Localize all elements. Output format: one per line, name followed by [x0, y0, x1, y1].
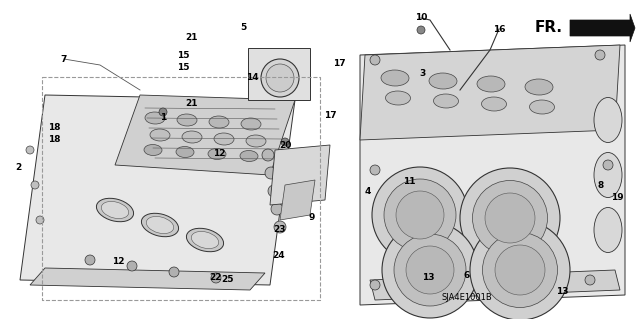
Text: 12: 12	[212, 149, 225, 158]
Circle shape	[169, 267, 179, 277]
Ellipse shape	[186, 228, 223, 252]
Polygon shape	[270, 145, 330, 205]
Circle shape	[211, 273, 221, 283]
Ellipse shape	[594, 152, 622, 197]
Ellipse shape	[261, 59, 299, 97]
Text: 22: 22	[209, 272, 221, 281]
Ellipse shape	[481, 97, 506, 111]
Circle shape	[281, 138, 289, 146]
Polygon shape	[20, 95, 295, 285]
Text: 5: 5	[240, 24, 246, 33]
Ellipse shape	[144, 145, 162, 155]
Ellipse shape	[182, 131, 202, 143]
Polygon shape	[570, 14, 635, 42]
Text: 13: 13	[556, 286, 568, 295]
Text: 18: 18	[48, 135, 60, 144]
Circle shape	[262, 149, 274, 161]
Text: FR.: FR.	[535, 20, 563, 35]
Text: 21: 21	[186, 33, 198, 41]
Ellipse shape	[529, 100, 554, 114]
Text: 6: 6	[464, 271, 470, 279]
Circle shape	[483, 233, 557, 308]
Text: 2: 2	[15, 164, 21, 173]
Ellipse shape	[147, 217, 173, 234]
Circle shape	[271, 203, 283, 215]
Text: 4: 4	[365, 188, 371, 197]
Circle shape	[460, 168, 560, 268]
Circle shape	[382, 222, 478, 318]
Circle shape	[406, 246, 454, 294]
Ellipse shape	[141, 213, 179, 237]
Polygon shape	[360, 45, 620, 140]
Circle shape	[31, 181, 39, 189]
Ellipse shape	[433, 94, 458, 108]
Circle shape	[384, 179, 456, 251]
Text: 11: 11	[403, 177, 415, 187]
Circle shape	[394, 234, 466, 306]
Polygon shape	[280, 180, 315, 220]
Text: 16: 16	[493, 25, 505, 33]
Ellipse shape	[191, 232, 219, 249]
Circle shape	[265, 167, 277, 179]
Text: 12: 12	[112, 256, 124, 265]
Text: 20: 20	[279, 140, 291, 150]
Text: 18: 18	[48, 122, 60, 131]
Text: 25: 25	[221, 276, 234, 285]
Ellipse shape	[145, 112, 165, 124]
Circle shape	[417, 26, 425, 34]
Circle shape	[595, 50, 605, 60]
Ellipse shape	[429, 73, 457, 89]
Text: 1: 1	[160, 113, 166, 122]
Polygon shape	[248, 48, 310, 100]
Ellipse shape	[381, 70, 409, 86]
Ellipse shape	[208, 148, 226, 160]
Ellipse shape	[594, 98, 622, 143]
Text: 17: 17	[333, 58, 346, 68]
Text: 13: 13	[422, 273, 435, 283]
Ellipse shape	[101, 202, 129, 219]
Ellipse shape	[177, 114, 197, 126]
Polygon shape	[115, 95, 295, 175]
Circle shape	[370, 55, 380, 65]
Circle shape	[268, 185, 280, 197]
Text: 15: 15	[177, 63, 189, 71]
Text: 10: 10	[415, 13, 427, 23]
Circle shape	[603, 160, 613, 170]
Ellipse shape	[214, 133, 234, 145]
Ellipse shape	[477, 76, 505, 92]
Circle shape	[36, 216, 44, 224]
Circle shape	[472, 181, 547, 256]
Circle shape	[372, 167, 468, 263]
Text: 24: 24	[273, 250, 285, 259]
Ellipse shape	[385, 91, 410, 105]
Circle shape	[370, 280, 380, 290]
Polygon shape	[360, 45, 625, 305]
Ellipse shape	[240, 151, 258, 161]
Circle shape	[585, 275, 595, 285]
Text: 23: 23	[273, 226, 285, 234]
Ellipse shape	[150, 129, 170, 141]
Circle shape	[370, 165, 380, 175]
Circle shape	[159, 108, 167, 116]
Text: 14: 14	[246, 72, 259, 81]
Circle shape	[274, 221, 286, 233]
Text: 17: 17	[324, 110, 336, 120]
Text: 21: 21	[186, 99, 198, 108]
Text: 7: 7	[61, 55, 67, 63]
Circle shape	[127, 261, 137, 271]
Circle shape	[485, 193, 535, 243]
Circle shape	[85, 255, 95, 265]
Text: 15: 15	[177, 50, 189, 60]
Ellipse shape	[266, 64, 294, 92]
Polygon shape	[370, 270, 620, 300]
Circle shape	[470, 220, 570, 319]
Ellipse shape	[594, 207, 622, 253]
Text: 9: 9	[309, 213, 315, 222]
Polygon shape	[30, 268, 265, 290]
Ellipse shape	[241, 118, 261, 130]
Ellipse shape	[525, 79, 553, 95]
Ellipse shape	[97, 198, 134, 222]
Circle shape	[396, 191, 444, 239]
Ellipse shape	[246, 135, 266, 147]
